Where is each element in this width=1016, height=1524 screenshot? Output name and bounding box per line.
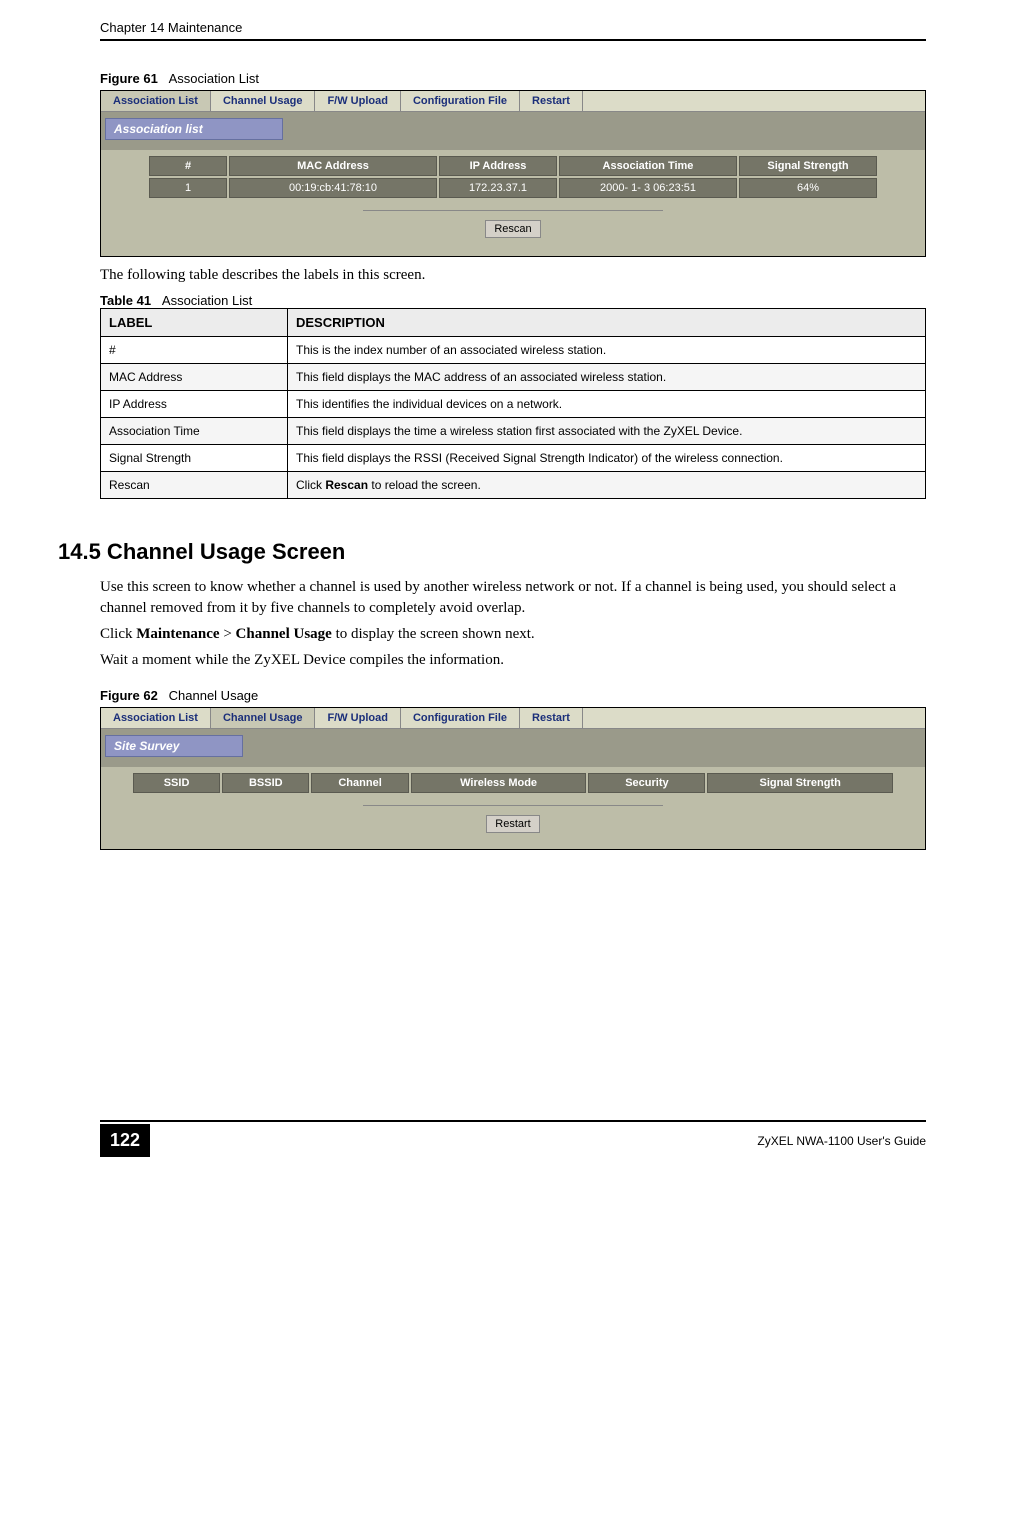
tab-fw-upload[interactable]: F/W Upload (315, 91, 401, 111)
cell-ip: 172.23.37.1 (439, 178, 557, 198)
t41-r2-desc: This identifies the individual devices o… (288, 391, 926, 418)
tab2-config-file[interactable]: Configuration File (401, 708, 520, 728)
cell-assoc-time: 2000- 1- 3 06:23:51 (559, 178, 737, 198)
t41-r0-label: # (101, 337, 288, 364)
t41-r5-post: to reload the screen. (368, 478, 481, 492)
tabs-bar-2: Association List Channel Usage F/W Uploa… (101, 708, 925, 729)
t41-r4-label: Signal Strength (101, 445, 288, 472)
tab2-fw-upload[interactable]: F/W Upload (315, 708, 401, 728)
restart-button[interactable]: Restart (486, 815, 539, 833)
col-mac: MAC Address (229, 156, 437, 176)
tab-channel-usage[interactable]: Channel Usage (211, 91, 315, 111)
col-wireless-mode: Wireless Mode (411, 773, 587, 793)
site-survey-table: SSID BSSID Channel Wireless Mode Securit… (131, 771, 895, 795)
t41-r3-label: Association Time (101, 418, 288, 445)
t41-r5-bold: Rescan (325, 478, 368, 492)
col-channel: Channel (311, 773, 408, 793)
tabs-bar: Association List Channel Usage F/W Uploa… (101, 91, 925, 112)
chapter-header: Chapter 14 Maintenance (100, 20, 926, 35)
col-index: # (149, 156, 227, 176)
divider (363, 210, 663, 211)
p2-post: to display the screen shown next. (332, 626, 535, 642)
tab-association-list[interactable]: Association List (101, 91, 211, 111)
tab2-channel-usage[interactable]: Channel Usage (211, 708, 315, 728)
figure-62-title: Channel Usage (169, 688, 259, 703)
col-signal: Signal Strength (739, 156, 877, 176)
tab-config-file[interactable]: Configuration File (401, 91, 520, 111)
divider-2 (363, 805, 663, 806)
t41-r0-desc: This is the index number of an associate… (288, 337, 926, 364)
figure-61-num: Figure 61 (100, 71, 158, 86)
p2-mid: > (220, 626, 236, 642)
t41-r1-label: MAC Address (101, 364, 288, 391)
table-area-2: SSID BSSID Channel Wireless Mode Securit… (101, 767, 925, 849)
col-ssid: SSID (133, 773, 220, 793)
table-41-caption: Table 41 Association List (100, 293, 926, 308)
section-14-5-p3: Wait a moment while the ZyXEL Device com… (100, 650, 926, 670)
page-number: 122 (100, 1124, 150, 1157)
section-14-5-p1: Use this screen to know whether a channe… (100, 577, 926, 618)
tabs-pad (583, 91, 683, 111)
figure-61-title: Association List (169, 71, 259, 86)
p2-pre: Click (100, 626, 136, 642)
intro-text: The following table describes the labels… (100, 265, 926, 285)
t41-r1-desc: This field displays the MAC address of a… (288, 364, 926, 391)
figure-61-screenshot: Association List Channel Usage F/W Uploa… (100, 90, 926, 257)
t41-r5-label: Rescan (101, 472, 288, 499)
p2-b2: Channel Usage (236, 626, 332, 642)
figure-61-caption: Figure 61 Association List (100, 71, 926, 86)
t41-r4-desc: This field displays the RSSI (Received S… (288, 445, 926, 472)
section-14-5-p2: Click Maintenance > Channel Usage to dis… (100, 624, 926, 644)
rescan-button[interactable]: Rescan (485, 220, 540, 238)
table-41-num: Table 41 (100, 293, 151, 308)
col-ip: IP Address (439, 156, 557, 176)
t41-r5-desc: Click Rescan to reload the screen. (288, 472, 926, 499)
button-row-2: Restart (131, 814, 895, 833)
button-row: Rescan (141, 219, 885, 238)
th-desc: DESCRIPTION (288, 309, 926, 337)
col-security: Security (588, 773, 705, 793)
association-table: # MAC Address IP Address Association Tim… (147, 154, 879, 200)
figure-62-screenshot: Association List Channel Usage F/W Uploa… (100, 707, 926, 850)
tab2-association-list[interactable]: Association List (101, 708, 211, 728)
section-label-site-survey: Site Survey (105, 735, 243, 757)
col-assoc-time: Association Time (559, 156, 737, 176)
table-area: # MAC Address IP Address Association Tim… (101, 150, 925, 256)
header-rule (100, 39, 926, 41)
figure-62-caption: Figure 62 Channel Usage (100, 688, 926, 703)
tab2-restart[interactable]: Restart (520, 708, 583, 728)
col-bssid: BSSID (222, 773, 309, 793)
section-14-5-heading: 14.5 Channel Usage Screen (58, 539, 926, 565)
page-footer: 122 ZyXEL NWA-1100 User's Guide (100, 1120, 926, 1157)
th-label: LABEL (101, 309, 288, 337)
cell-signal: 64% (739, 178, 877, 198)
section-label-assoc: Association list (105, 118, 283, 140)
tab-restart[interactable]: Restart (520, 91, 583, 111)
p2-b1: Maintenance (136, 626, 219, 642)
figure-62-num: Figure 62 (100, 688, 158, 703)
t41-r5-pre: Click (296, 478, 325, 492)
table-41: LABEL DESCRIPTION #This is the index num… (100, 308, 926, 499)
guide-name: ZyXEL NWA-1100 User's Guide (757, 1134, 926, 1148)
col-signal-strength: Signal Strength (707, 773, 893, 793)
cell-mac: 00:19:cb:41:78:10 (229, 178, 437, 198)
cell-index: 1 (149, 178, 227, 198)
tabs-pad-2 (583, 708, 683, 728)
t41-r3-desc: This field displays the time a wireless … (288, 418, 926, 445)
t41-r2-label: IP Address (101, 391, 288, 418)
table-41-title: Association List (162, 293, 252, 308)
